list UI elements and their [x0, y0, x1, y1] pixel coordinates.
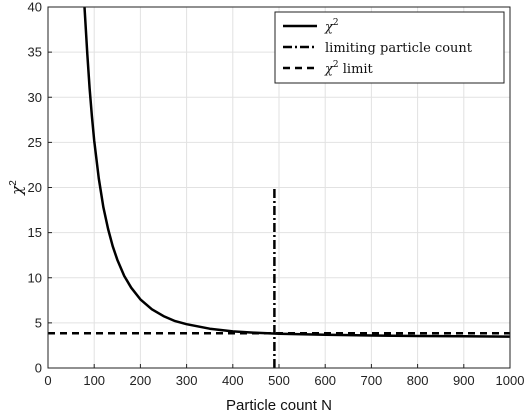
legend-label-chi2-sup: 2: [333, 18, 339, 28]
x-tick-label: 1000: [496, 373, 525, 388]
legend-label-chi2: χ2: [324, 18, 339, 35]
x-tick-label: 100: [83, 373, 105, 388]
x-tick-label: 900: [453, 373, 475, 388]
y-axis-label-superscript: 2: [8, 180, 19, 186]
y-axis-label: χ2: [8, 180, 26, 196]
series-layer: [48, 6, 511, 368]
legend: χ2 limiting particle count χ2 limit: [274, 11, 505, 84]
y-tick-label: 35: [28, 45, 42, 60]
x-tick-label: 800: [407, 373, 429, 388]
tick-layer: 0 100 200 300 400 500 600 700 800 900 1000 0 5 10 15 20…: [28, 0, 525, 388]
x-tick-label: 500: [268, 373, 290, 388]
legend-label-chi2-limit-suffix: limit: [339, 62, 374, 77]
x-tick-label: 600: [314, 373, 336, 388]
x-tick-label: 200: [130, 373, 152, 388]
legend-label-chi2-limit-base: χ: [324, 62, 334, 77]
y-tick-label: 20: [28, 180, 42, 195]
x-tick-label: 400: [222, 373, 244, 388]
legend-label-chi2-limit: χ2 limit: [324, 60, 374, 77]
y-axis-label-base: χ: [8, 185, 26, 196]
x-tick-label: 0: [44, 373, 51, 388]
legend-label-chi2-limit-sup: 2: [333, 60, 339, 70]
legend-label-chi2-base: χ: [324, 20, 334, 35]
x-axis-label: Particle count N: [226, 397, 332, 414]
y-tick-label: 5: [35, 315, 42, 330]
y-tick-label: 10: [28, 270, 42, 285]
x-tick-label: 300: [176, 373, 198, 388]
y-tick-label: 15: [28, 225, 42, 240]
series-line-solid: [83, 6, 511, 338]
y-tick-label: 0: [35, 361, 42, 376]
legend-label-limiting-count: limiting particle count: [325, 41, 473, 56]
y-tick-label: 25: [28, 135, 42, 150]
y-tick-label: 40: [28, 0, 42, 15]
y-tick-label: 30: [28, 90, 42, 105]
x-tick-label: 700: [361, 373, 383, 388]
